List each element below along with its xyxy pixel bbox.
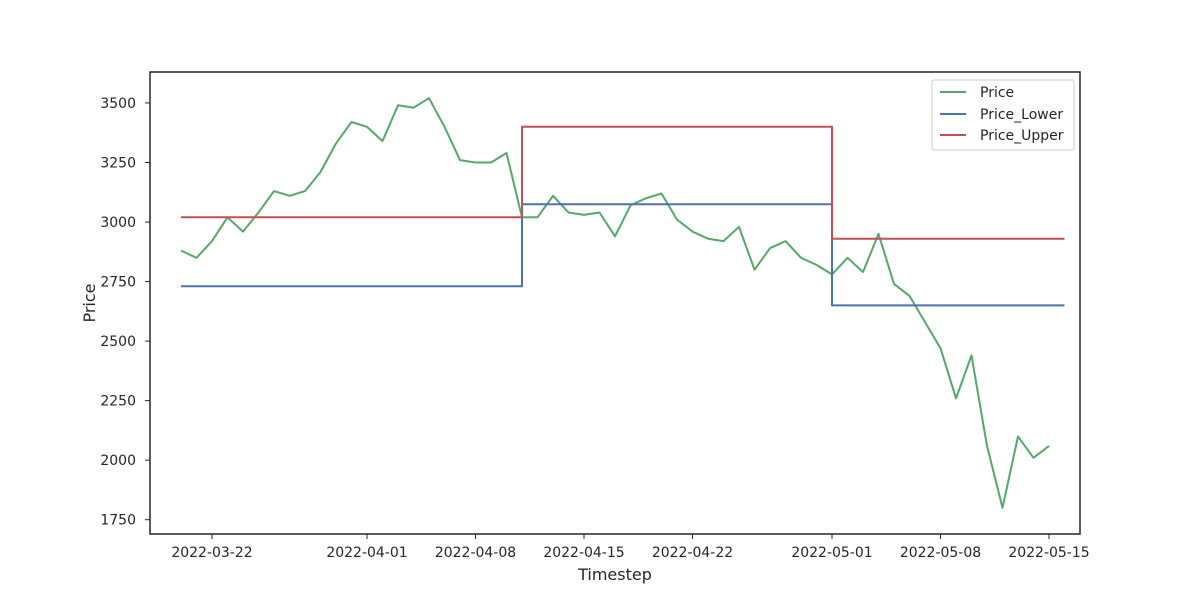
legend-label-price: Price [980,85,1014,101]
series-line-price [180,97,1050,509]
series-line-price-lower [181,203,1065,307]
y-tick-label: 2750 [100,275,136,291]
y-axis-ticks: 1750 2000 2250 2500 2750 3000 3250 3500 [100,96,150,529]
x-axis-ticks: 2022-03-22 2022-04-01 2022-04-08 2022-04-15… [171,534,1090,561]
y-tick-label: 3500 [100,96,136,112]
y-tick-label: 2250 [100,394,136,410]
legend-box [931,79,1075,151]
legend-label-price-upper: Price_Upper [980,128,1064,144]
y-tick-label: 2000 [100,453,136,469]
series-line-price-upper [181,125,1065,240]
x-tick-label: 2022-05-15 [1008,545,1089,561]
x-tick-label: 2022-03-22 [171,545,252,561]
y-tick-label: 3000 [100,215,136,231]
plot-frame [149,71,1081,535]
legend-label-price-lower: Price_Lower [980,107,1063,123]
x-tick-label: 2022-04-08 [435,545,516,561]
legend: Price Price_Lower Price_Upper [931,79,1075,151]
y-axis-label: Price [80,283,99,322]
y-tick-label: 2500 [100,334,136,350]
y-tick-label: 1750 [100,513,136,529]
x-tick-label: 2022-04-01 [326,545,407,561]
series-layer [180,97,1065,509]
y-tick-label: 3250 [100,155,136,171]
x-tick-label: 2022-04-15 [543,545,624,561]
x-tick-label: 2022-05-01 [791,545,872,561]
x-tick-label: 2022-04-22 [652,545,733,561]
x-tick-label: 2022-05-08 [900,545,981,561]
x-axis-label: Timestep [577,565,652,584]
